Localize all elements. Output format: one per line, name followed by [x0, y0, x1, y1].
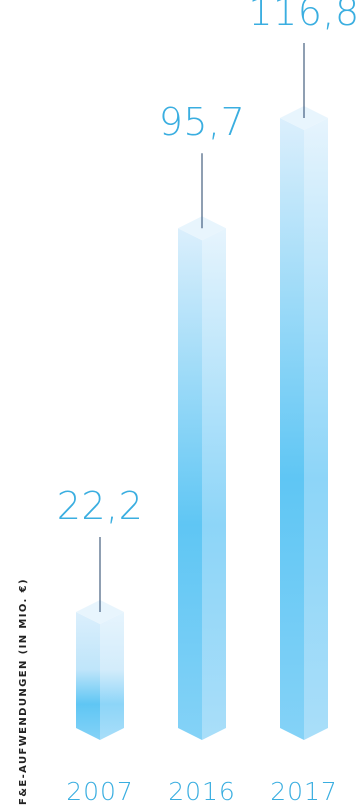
bar-face-right	[100, 612, 124, 740]
bar-2007	[76, 600, 124, 740]
y-axis-label: F&E-AUFWENDUNGEN (IN MIO. €)	[18, 578, 29, 805]
bar-face-left	[178, 228, 202, 741]
bar-face-right	[304, 118, 328, 740]
value-label-2016: 95,7	[159, 100, 246, 144]
bar-face-left	[76, 612, 100, 740]
bar-face-left	[280, 118, 304, 740]
value-label-2017: 116,8	[248, 0, 359, 34]
category-label-2017: 2017	[270, 777, 338, 806]
value-label-2007: 22,2	[57, 484, 144, 528]
category-label-2016: 2016	[168, 777, 236, 806]
value-labels-group: 22,2 95,7 116,8	[57, 0, 359, 528]
bars-group	[76, 43, 328, 741]
category-labels-group: 2007 2016 2017	[66, 777, 338, 806]
bar-face-right	[202, 228, 226, 741]
bar-2017	[280, 106, 328, 740]
bar-2016	[178, 216, 226, 741]
category-label-2007: 2007	[66, 777, 134, 806]
